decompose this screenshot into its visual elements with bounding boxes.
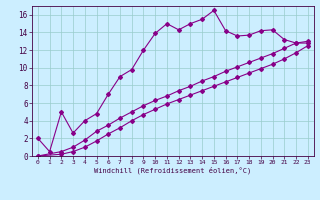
X-axis label: Windchill (Refroidissement éolien,°C): Windchill (Refroidissement éolien,°C) [94,167,252,174]
